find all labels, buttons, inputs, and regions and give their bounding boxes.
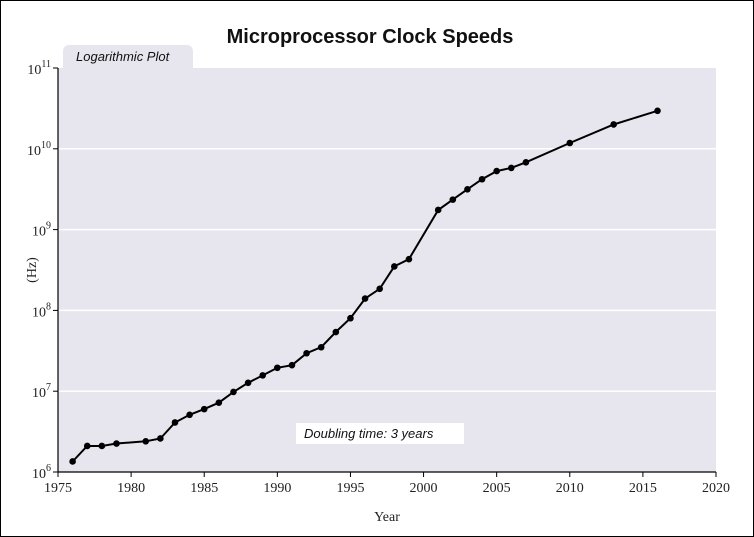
note-box: [296, 423, 464, 444]
grid-lines: [58, 148, 716, 392]
doubling-note: Doubling time: 3 years: [304, 426, 434, 441]
data-point: [200, 405, 208, 413]
data-point: [274, 364, 281, 372]
data-point: [376, 285, 383, 293]
data-points: [69, 107, 661, 465]
x-tick-label: 2010: [556, 481, 584, 496]
data-point: [610, 121, 617, 128]
x-tick-label: 1985: [190, 481, 218, 496]
y-tick-label: 1011: [27, 59, 51, 78]
y-axis-label: (Hz): [25, 257, 40, 283]
data-point: [478, 175, 486, 183]
data-point: [98, 442, 106, 450]
data-point: [244, 379, 252, 387]
data-point: [434, 206, 442, 214]
data-point: [303, 349, 310, 357]
data-point: [464, 186, 471, 193]
plot-tab: [63, 45, 193, 68]
data-point: [288, 361, 296, 369]
data-point: [332, 328, 340, 336]
data-point: [186, 411, 193, 419]
data-point: [69, 458, 76, 465]
data-point: [522, 159, 530, 166]
x-tick-label: 2000: [410, 481, 438, 496]
data-point: [157, 435, 164, 442]
plot-background: [58, 68, 716, 472]
data-point: [171, 419, 179, 426]
data-point: [113, 440, 120, 447]
data-point: [361, 295, 369, 302]
data-point: [230, 388, 237, 396]
x-tick-label: 1980: [117, 481, 145, 496]
y-tick-label: 1010: [27, 140, 51, 159]
x-tick-label: 1995: [336, 481, 364, 496]
data-point: [259, 372, 267, 379]
data-point: [391, 263, 398, 270]
plot-tab-label: Logarithmic Plot: [76, 49, 171, 64]
data-point: [654, 107, 661, 115]
x-tick-label: 2020: [702, 481, 730, 496]
data-point: [83, 442, 91, 450]
data-point: [493, 167, 500, 175]
y-axis: 106 107 108 109 1010 1011: [27, 59, 59, 482]
data-point: [317, 343, 325, 351]
x-tick-label: 1975: [44, 481, 72, 496]
data-point: [405, 255, 413, 263]
data-point: [507, 164, 515, 172]
chart-title: Microprocessor Clock Speeds: [227, 26, 514, 48]
data-point: [566, 139, 574, 147]
data-point: [449, 196, 457, 203]
data-point: [347, 314, 354, 322]
x-axis-label: Year: [374, 510, 400, 525]
y-tick-label: 109: [32, 221, 51, 240]
data-point: [215, 399, 223, 407]
x-tick-label: 2015: [629, 481, 657, 496]
x-tick-label: 2005: [483, 481, 511, 496]
data-point: [142, 437, 150, 445]
x-axis: 1975 1980 1985 1990 1995 2000 2005 2010 2015 2020: [44, 471, 730, 496]
plot-area: [58, 68, 716, 472]
y-tick-label: 108: [32, 301, 51, 320]
y-tick-label: 107: [32, 382, 51, 401]
y-tick-label: 106: [32, 463, 51, 482]
x-tick-label: 1990: [263, 481, 291, 496]
